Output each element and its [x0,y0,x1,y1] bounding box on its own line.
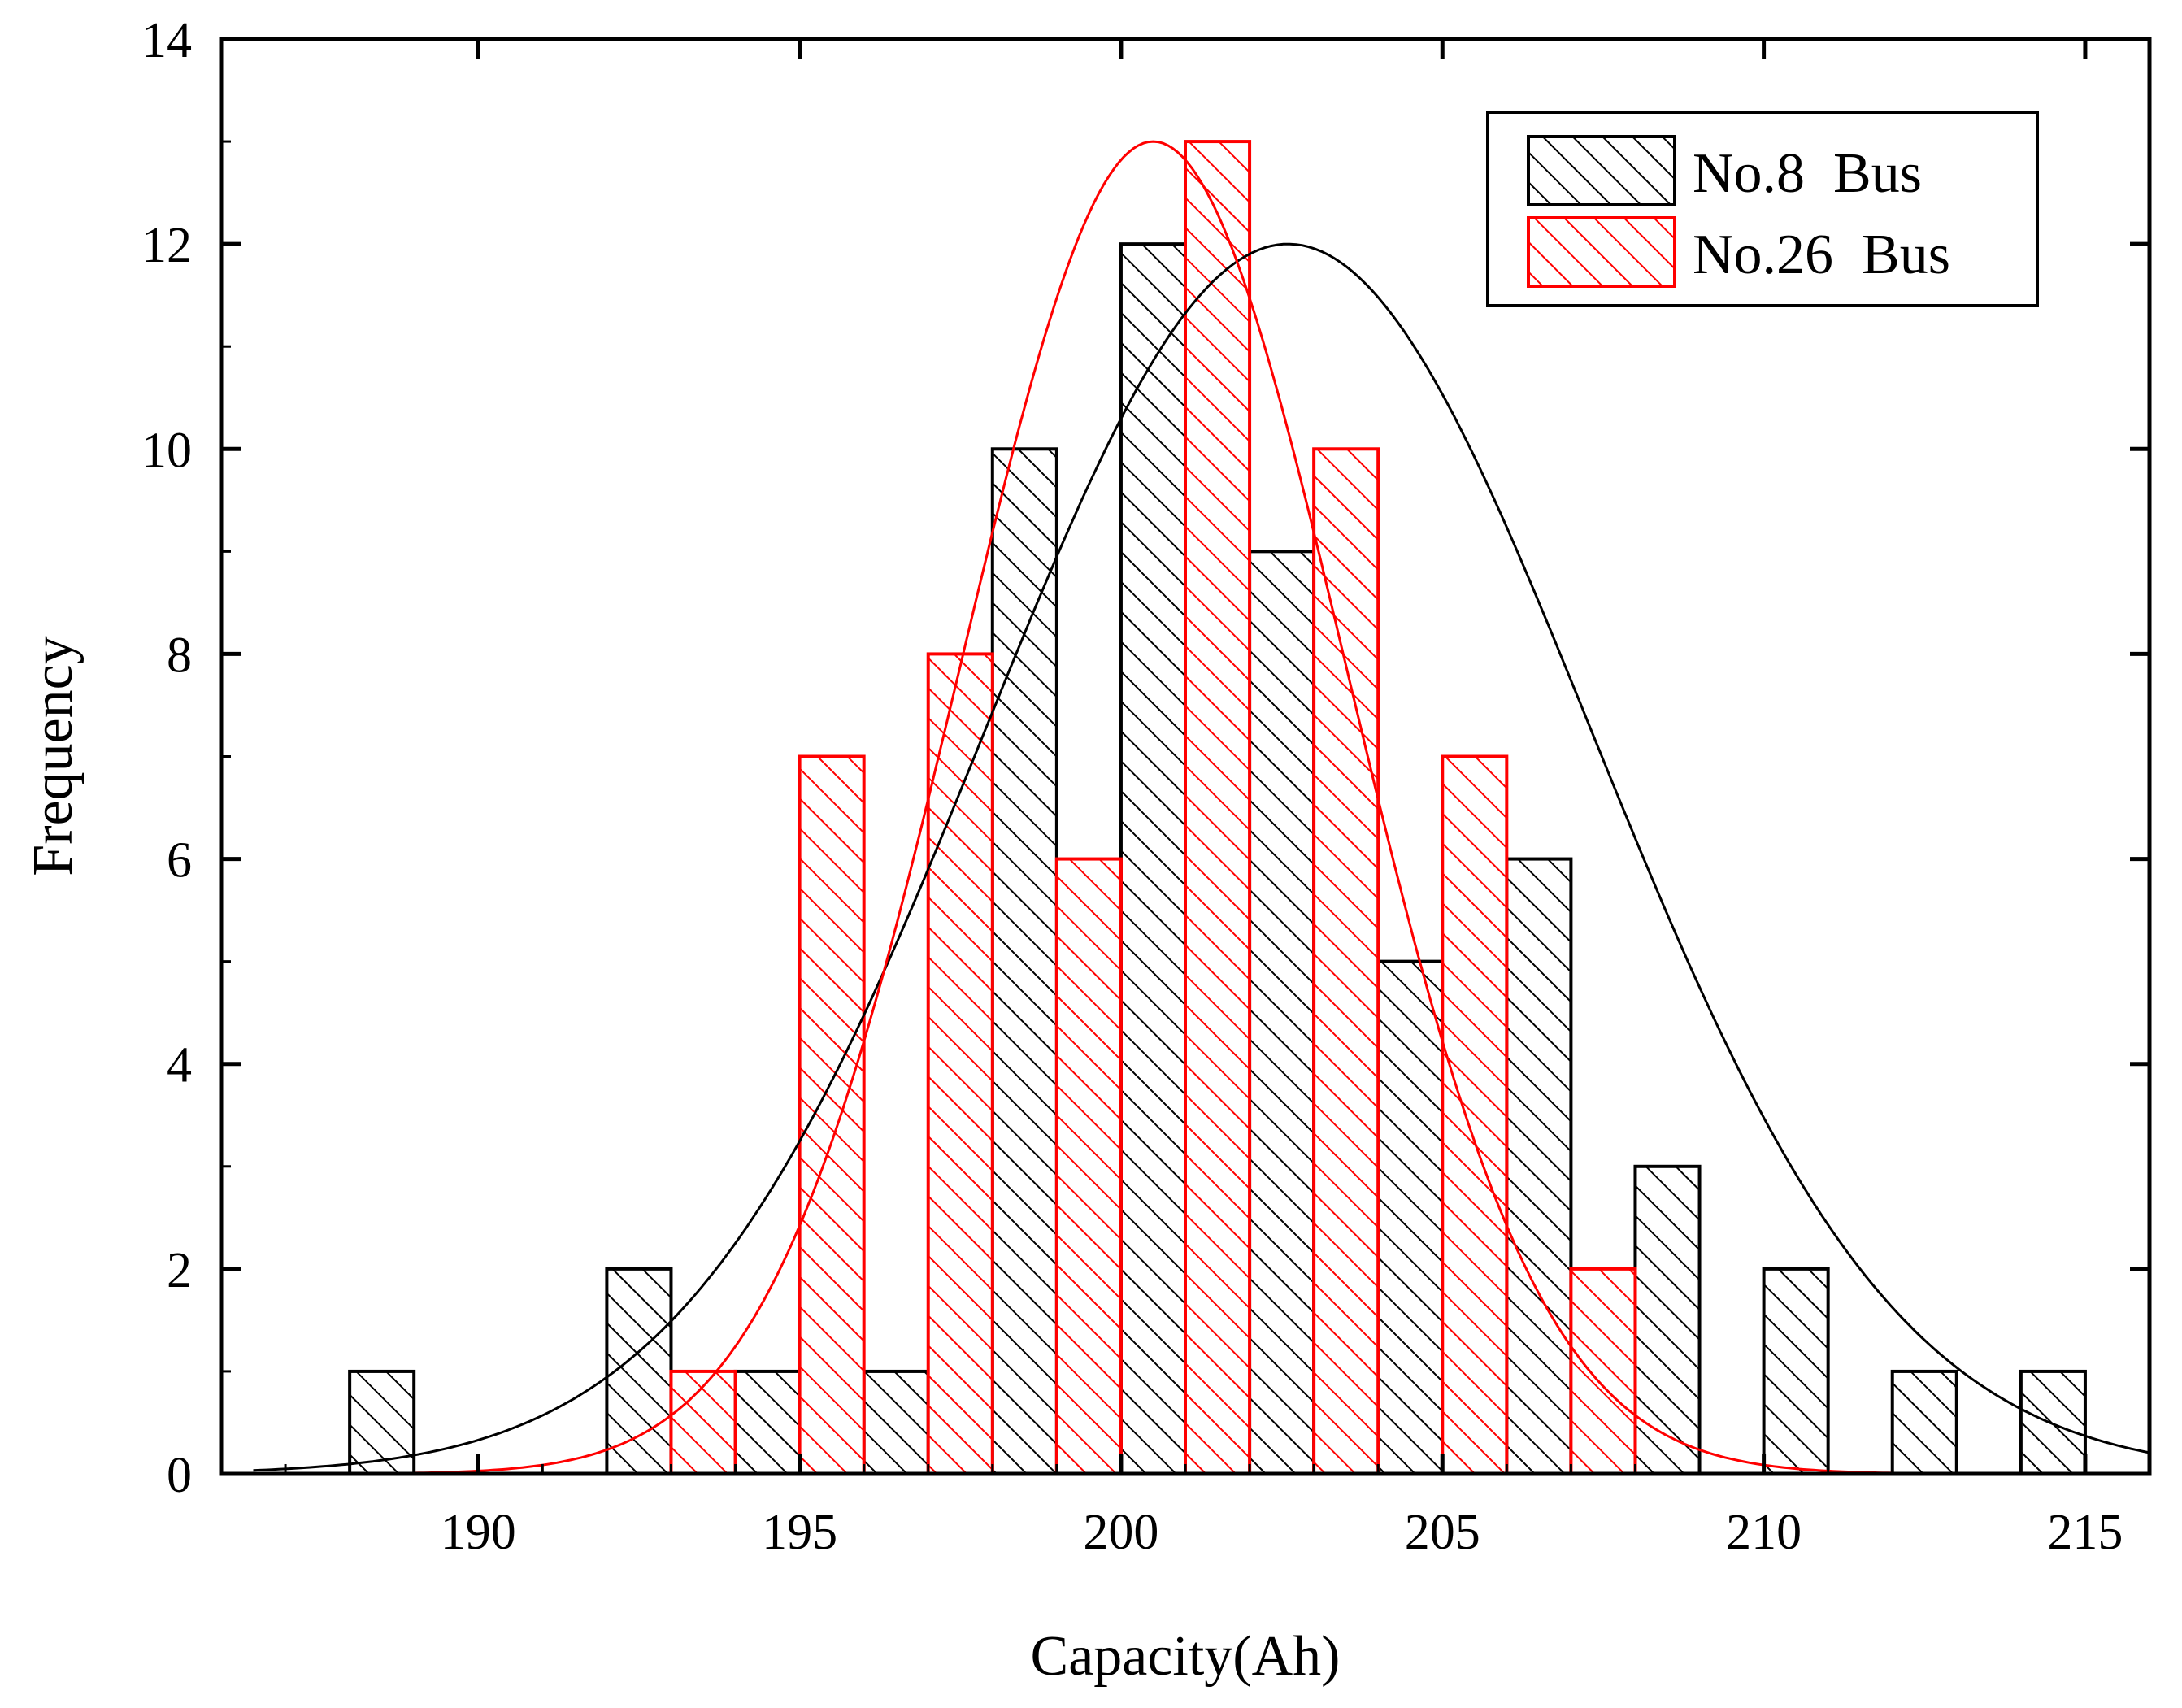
bar-no8-bus-202 [1248,550,1316,1475]
x-tick-label-190: 190 [441,1505,516,1560]
y-tick-label-0: 0 [167,1448,192,1503]
bars-group [348,140,2087,1476]
legend: No.8 Bus No.26 Bus [1486,111,2039,307]
legend-label-no8-bus: No.8 Bus [1693,142,1922,205]
bar-no8-bus-212 [1890,1369,1958,1476]
bar-no26-bus-197 [926,652,994,1475]
fit-curves-group [253,140,2150,1475]
fit-curve-no8-bus [253,242,2150,1472]
y-tick-label-4: 4 [167,1038,192,1093]
bar-no26-bus-205 [1441,754,1509,1475]
bar-no26-bus-203 [1312,447,1380,1475]
fit-curve-no26-bus [414,140,1893,1475]
x-tick-label-215: 215 [2047,1505,2123,1560]
y-tick-label-12: 12 [141,218,192,273]
bar-no8-bus-198 [990,447,1058,1475]
y-axis-label: Frequency [22,636,85,876]
x-tick-label-210: 210 [1726,1505,1802,1560]
bar-no8-bus-200 [1119,242,1188,1476]
y-tick-label-8: 8 [167,628,192,683]
x-tick-label-205: 205 [1405,1505,1480,1560]
bar-no8-bus-194 [733,1369,802,1476]
y-tick-label-6: 6 [167,833,192,889]
bar-no26-bus-201 [1184,140,1252,1476]
x-tick-label-200: 200 [1083,1505,1158,1560]
legend-label-no26-bus: No.26 Bus [1693,224,1950,286]
bar-no8-bus-196 [862,1369,930,1476]
x-tick-label-195: 195 [762,1505,837,1560]
bar-no8-bus-214 [2019,1369,2087,1476]
bar-no26-bus-207 [1569,1267,1637,1476]
ticks-group: 190 195 200 205 210 215 0 2 4 6 8 10 12 14 [141,13,2151,1560]
bar-no8-bus-204 [1376,959,1445,1475]
bar-no8-bus-188 [348,1369,416,1476]
y-tick-label-10: 10 [141,423,192,478]
legend-swatch-no8-bus [1527,135,1676,206]
bar-no26-bus-195 [798,754,866,1475]
bar-no8-bus-210 [1762,1267,1830,1476]
bar-no8-bus-206 [1505,857,1573,1475]
bar-no8-bus-208 [1633,1164,1702,1476]
x-axis-label: Capacity(Ah) [1031,1625,1341,1688]
y-tick-label-14: 14 [141,13,192,68]
legend-swatch-no26-bus [1527,216,1676,288]
bar-no8-bus-192 [605,1267,673,1476]
bar-no26-bus-199 [1054,857,1123,1475]
y-tick-label-2: 2 [167,1243,192,1298]
